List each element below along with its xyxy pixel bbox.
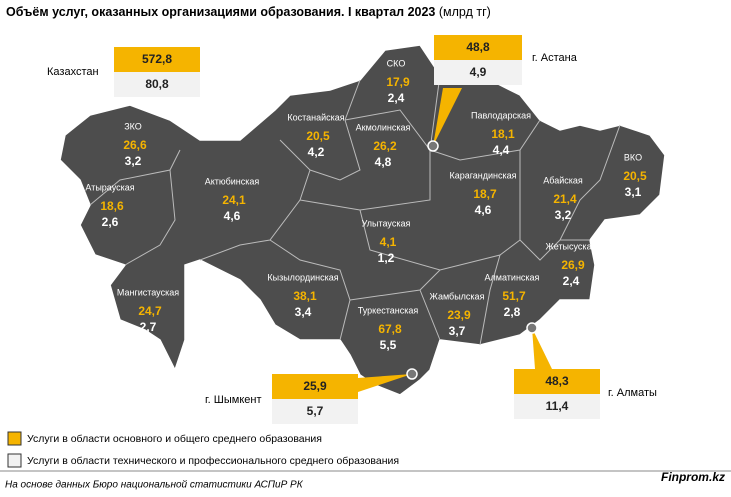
primary-value: 4,1 (380, 235, 397, 249)
region-name: ЗКО (124, 121, 142, 131)
callout-secondary-box (272, 399, 358, 424)
callout-name: г. Астана (532, 52, 578, 64)
legend-label: Услуги в области технического и професси… (27, 455, 399, 467)
region-name: ВКО (624, 152, 642, 162)
region-name: Карагандинская (449, 170, 516, 180)
source: На основе данных Бюро национальной стати… (5, 480, 304, 491)
callout-primary: 25,9 (303, 379, 327, 393)
callout-secondary: 5,7 (307, 404, 324, 418)
primary-value: 18,1 (491, 127, 515, 141)
secondary-value: 3,2 (555, 208, 572, 222)
region-name: Жамбылская (430, 291, 485, 301)
callout-secondary-box (114, 72, 200, 97)
secondary-value: 4,4 (493, 143, 510, 157)
city-markers (406, 140, 538, 380)
primary-value: 23,9 (447, 308, 471, 322)
secondary-value: 2,6 (102, 215, 119, 229)
region-name: СКО (387, 58, 406, 68)
primary-value: 26,6 (123, 138, 147, 152)
secondary-value: 2,8 (504, 305, 521, 319)
legend-swatch (7, 431, 22, 446)
region-name: Атырауская (85, 182, 134, 192)
secondary-value: 3,1 (625, 185, 642, 199)
secondary-value: 1,2 (378, 251, 395, 265)
callout-secondary: 11,4 (546, 399, 569, 413)
region-name: Актюбинская (205, 176, 260, 186)
primary-value: 38,1 (293, 289, 317, 303)
secondary-value: 4,2 (308, 145, 325, 159)
callout-primary-box (514, 369, 600, 394)
primary-value: 18,6 (100, 199, 124, 213)
callout-primary: 48,3 (545, 374, 569, 388)
secondary-value: 2,4 (388, 91, 405, 105)
callout-primary-box (434, 35, 522, 60)
primary-value: 26,9 (561, 258, 585, 272)
primary-value: 17,9 (386, 75, 410, 89)
callout-primary: 48,8 (466, 40, 490, 54)
callout-primary-box (272, 374, 358, 399)
primary-value: 20,5 (623, 169, 647, 183)
region-borders (89, 74, 621, 346)
region-name: Улытауская (362, 218, 411, 228)
secondary-value: 4,6 (224, 209, 241, 223)
region-name: Костанайская (287, 112, 344, 122)
primary-value: 21,4 (553, 192, 577, 206)
secondary-value: 3,4 (295, 305, 312, 319)
region-name: Алматинская (485, 272, 540, 282)
region-name: Жетысуская (546, 241, 597, 251)
primary-value: 51,7 (502, 289, 526, 303)
primary-value: 18,7 (473, 187, 497, 201)
city-pointers (358, 88, 552, 392)
primary-value: 20,5 (306, 129, 330, 143)
secondary-value: 5,5 (380, 338, 397, 352)
title-text: Объём услуг, оказанных организациями обр… (6, 5, 435, 19)
callout-name: Казахстан (47, 66, 99, 78)
callout-secondary-box (434, 60, 522, 85)
callout-secondary: 80,8 (145, 77, 169, 91)
region-name: Абайская (543, 175, 583, 185)
primary-value: 26,2 (373, 139, 397, 153)
primary-value: 24,1 (222, 193, 246, 207)
callout-primary: 572,8 (142, 52, 172, 66)
unit: (млрд тг) (439, 5, 491, 19)
region-name: Мангистауская (117, 287, 179, 297)
region-name: Павлодарская (471, 110, 531, 120)
brand: Finprom.kz (661, 470, 725, 484)
callout-name: г. Алматы (608, 387, 657, 399)
secondary-value: 4,6 (475, 203, 492, 217)
title: Объём услуг, оказанных организациями обр… (6, 5, 491, 19)
region-name: Акмолинская (356, 122, 411, 132)
secondary-value: 3,2 (125, 154, 142, 168)
callout-name: г. Шымкент (205, 394, 262, 406)
legend-label: Услуги в области основного и общего сред… (27, 433, 322, 445)
callout-secondary-box (514, 394, 600, 419)
primary-value: 24,7 (138, 304, 162, 318)
secondary-value: 2,4 (563, 274, 580, 288)
secondary-value: 4,8 (375, 155, 392, 169)
callout-primary-box (114, 47, 200, 72)
secondary-value: 3,7 (449, 324, 466, 338)
secondary-value: 2,7 (140, 320, 157, 334)
primary-value: 67,8 (378, 322, 402, 336)
region-name: Кызылординская (267, 272, 338, 282)
callout-secondary: 4,9 (470, 65, 487, 79)
legend-swatch (7, 453, 22, 468)
region-name: Туркестанская (358, 305, 419, 315)
